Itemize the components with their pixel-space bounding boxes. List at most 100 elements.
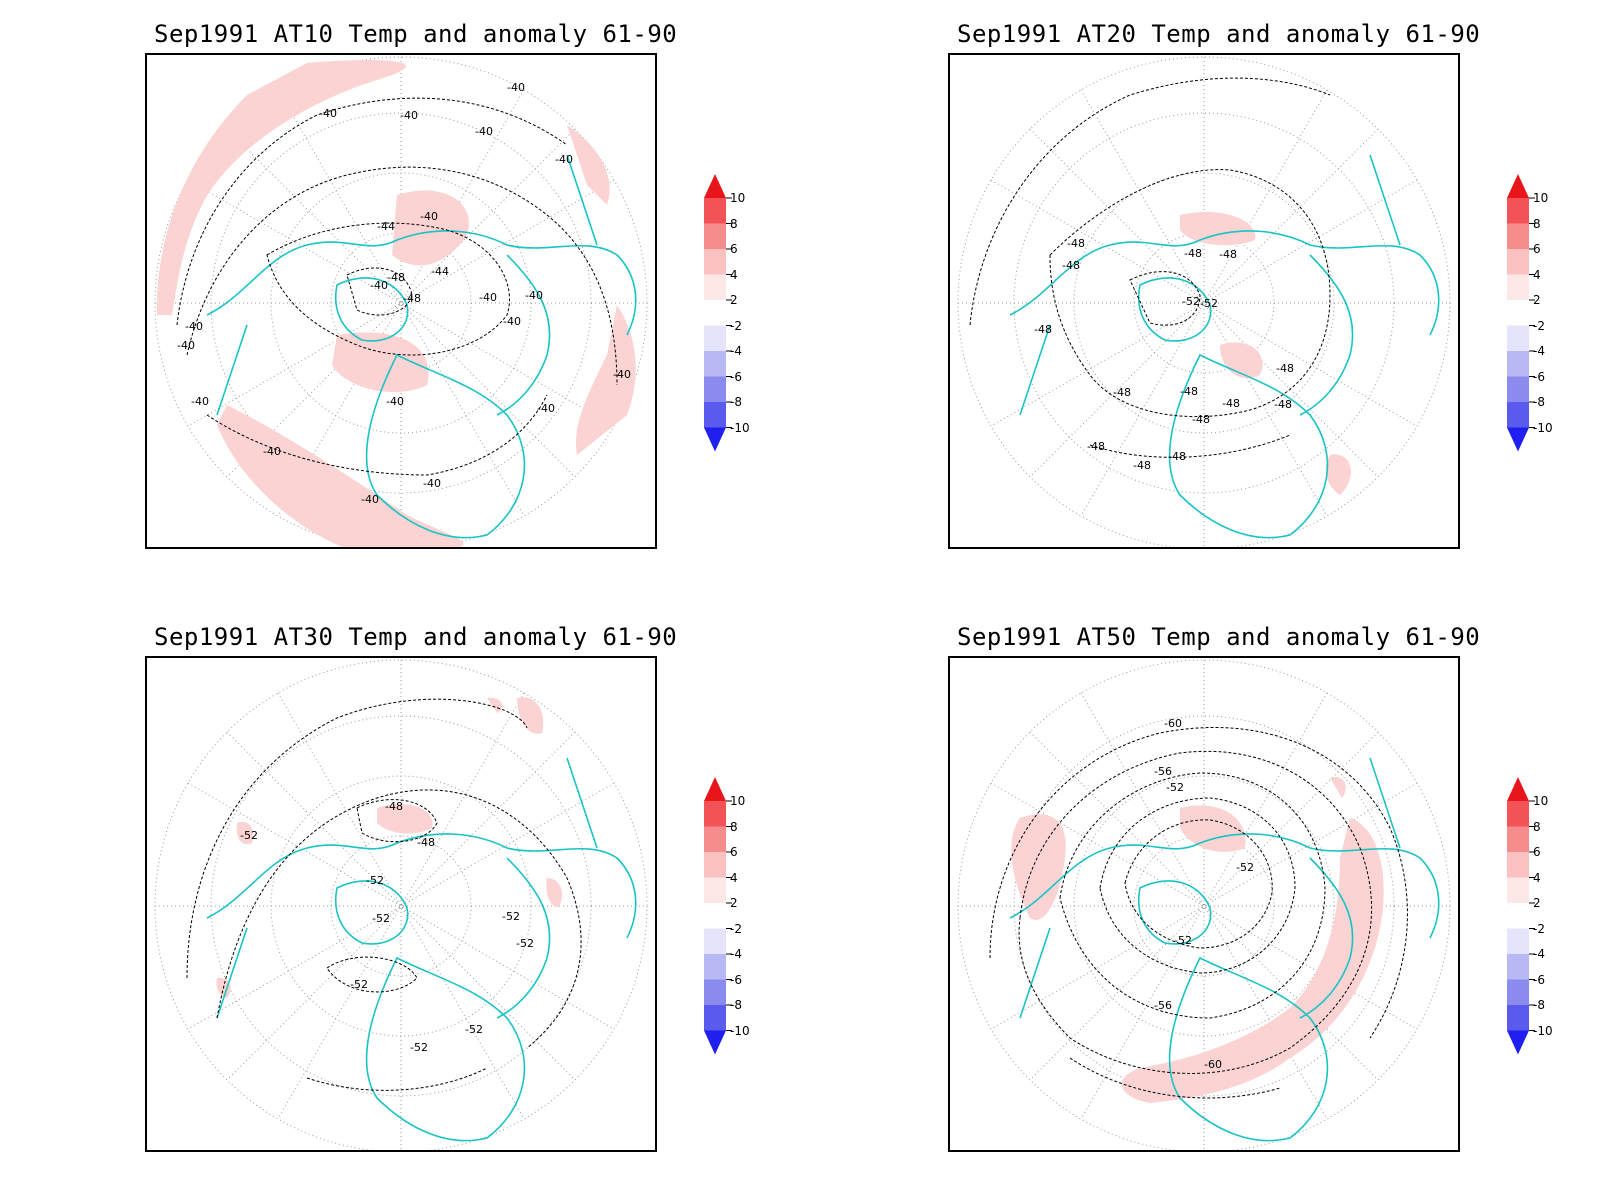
legend-label: 10 (1533, 191, 1549, 205)
color-legend-at30: 10 8 6 4 2 -2 -4 -6 -8 -10 (704, 777, 794, 1067)
svg-text:-48: -48 (387, 271, 405, 284)
anomaly-shading (1011, 777, 1384, 1103)
legend-swatch (704, 801, 726, 827)
svg-text:-40: -40 (263, 445, 281, 458)
svg-text:-48: -48 (1113, 386, 1131, 399)
panel-title-at20: Sep1991 AT20 Temp and anomaly 61-90 (957, 20, 1481, 48)
svg-text:-40: -40 (319, 107, 337, 120)
legend-swatch (704, 249, 726, 275)
temperature-contours (186, 698, 582, 1091)
legend-svg (1507, 777, 1535, 1055)
legend-swatch (704, 274, 726, 300)
legend-swatch (1507, 877, 1529, 903)
legend-label: -10 (730, 1023, 750, 1038)
svg-text:-48: -48 (1184, 247, 1202, 260)
legend-label: 6 (730, 242, 738, 256)
svg-text:-60: -60 (1164, 717, 1182, 730)
svg-text:-52: -52 (502, 910, 520, 923)
legend-swatch (704, 402, 726, 428)
legend-label: 2 (1533, 293, 1541, 307)
svg-text:-52: -52 (366, 874, 384, 887)
contour-labels: -40 -40 -40 -40 -40 -44 -40 -48 -40 -40 … (177, 81, 631, 506)
legend-label: 10 (1533, 794, 1549, 808)
svg-text:-52: -52 (1166, 781, 1184, 794)
contour-labels: -48 -52 -48 -52 -52 -52 -52 -52 -52 -52 (240, 800, 534, 1054)
legend-label: 4 (1533, 870, 1541, 885)
panel-title-at10: Sep1991 AT10 Temp and anomaly 61-90 (154, 20, 678, 48)
legend-label: -8 (730, 998, 742, 1012)
anomaly-shading (1180, 211, 1351, 495)
coastlines (1009, 154, 1440, 539)
legend-swatch (704, 223, 726, 249)
map-panel-at50: -60 -56 -52 -52 -52 -56 -60 (948, 656, 1460, 1152)
legend-swatch (1507, 903, 1529, 929)
map-svg-at50: -60 -56 -52 -52 -52 -56 -60 (957, 659, 1451, 1150)
legend-label: -2 (1533, 318, 1545, 333)
coastlines (206, 757, 637, 1142)
graticule (957, 659, 1451, 1150)
legend-swatch (1507, 223, 1529, 249)
legend-label: -10 (1533, 1023, 1553, 1038)
legend-arrow-up (704, 174, 726, 198)
legend-swatch (704, 351, 726, 377)
svg-text:-40: -40 (423, 477, 441, 490)
svg-text:-40: -40 (537, 402, 555, 415)
svg-text:-48: -48 (403, 292, 421, 305)
legend-swatch (1507, 928, 1529, 954)
svg-text:-44: -44 (377, 220, 395, 233)
svg-text:-40: -40 (185, 320, 203, 333)
legend-arrow-up (1507, 777, 1529, 801)
map-svg-at10: -40 -40 -40 -40 -40 -44 -40 -48 -40 -40 … (154, 56, 648, 547)
legend-label: -6 (730, 369, 742, 384)
color-legend-at10: 10 8 6 4 2 -2 -4 -6 -8 -10 (704, 174, 794, 464)
legend-arrow-down (704, 1030, 726, 1055)
svg-text:-48: -48 (1219, 248, 1237, 261)
legend-svg (704, 777, 732, 1055)
svg-text:-52: -52 (410, 1041, 428, 1054)
legend-swatch (1507, 376, 1529, 402)
svg-text:-52: -52 (1174, 934, 1192, 947)
panel-title-at50: Sep1991 AT50 Temp and anomaly 61-90 (957, 623, 1481, 651)
legend-label: 6 (1533, 242, 1541, 256)
svg-text:-40: -40 (507, 81, 525, 94)
svg-text:-40: -40 (479, 291, 497, 304)
legend-swatch (704, 954, 726, 980)
svg-text:-48: -48 (1192, 413, 1210, 426)
graticule (957, 56, 1451, 547)
legend-label: -4 (730, 947, 742, 961)
map-svg-at20: -48 -48 -48 -48 -52 -52 -48 -48 -48 -48 … (957, 56, 1451, 547)
temperature-contours (176, 97, 618, 476)
legend-swatch (1507, 402, 1529, 428)
legend-swatch (1507, 300, 1529, 326)
legend-label: -4 (1533, 947, 1545, 961)
legend-arrow-down (1507, 1030, 1529, 1055)
svg-text:-40: -40 (191, 395, 209, 408)
legend-swatch (704, 826, 726, 852)
svg-text:-52: -52 (350, 978, 368, 991)
legend-svg (704, 174, 732, 452)
svg-text:-48: -48 (1062, 259, 1080, 272)
legend-swatch (1507, 351, 1529, 377)
svg-text:-52: -52 (1236, 861, 1254, 874)
legend-label: -8 (1533, 395, 1545, 409)
map-panel-at20: -48 -48 -48 -48 -52 -52 -48 -48 -48 -48 … (948, 53, 1460, 549)
svg-text:-48: -48 (1067, 237, 1085, 250)
legend-swatch (704, 928, 726, 954)
legend-label: -2 (730, 921, 742, 936)
legend-label: -4 (730, 344, 742, 358)
map-panel-at10: -40 -40 -40 -40 -40 -44 -40 -48 -40 -40 … (145, 53, 657, 549)
svg-text:-40: -40 (555, 153, 573, 166)
legend-swatch (704, 903, 726, 929)
legend-label: -6 (1533, 972, 1545, 987)
contour-labels: -60 -56 -52 -52 -52 -56 -60 (1154, 717, 1254, 1071)
legend-label: 8 (1533, 819, 1541, 834)
svg-text:-56: -56 (1154, 999, 1172, 1012)
legend-label: 6 (730, 845, 738, 859)
legend-swatch (704, 979, 726, 1005)
svg-text:-52: -52 (1200, 297, 1218, 310)
svg-text:-40: -40 (475, 125, 493, 138)
svg-text:-48: -48 (1133, 459, 1151, 472)
legend-arrow-up (704, 777, 726, 801)
legend-swatch (1507, 249, 1529, 275)
svg-text:-48: -48 (1274, 398, 1292, 411)
